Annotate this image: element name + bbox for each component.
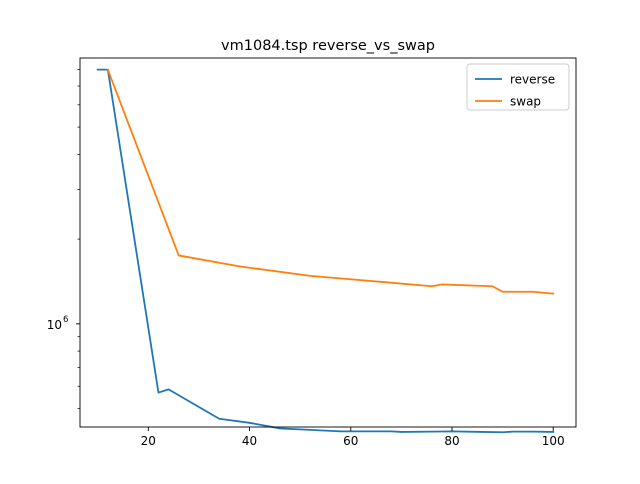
x-tick-label: 20 — [141, 434, 156, 448]
x-tick-label: 40 — [242, 434, 257, 448]
legend-box — [466, 63, 570, 111]
x-tick-label: 80 — [444, 434, 459, 448]
chart-title: vm1084.tsp reverse_vs_swap — [221, 38, 435, 54]
axes: 20 40 60 80 100 10 6 — [47, 57, 577, 448]
legend-label-reverse: reverse — [510, 73, 555, 87]
x-tick-label: 60 — [343, 434, 358, 448]
y-tick-label-exponent: 6 — [63, 315, 68, 325]
y-tick-label: 10 — [47, 318, 62, 332]
series-line-swap — [106, 68, 555, 295]
x-tick-label: 100 — [542, 434, 565, 448]
legend: reverse swap — [466, 63, 570, 111]
legend-label-swap: swap — [510, 95, 541, 109]
series-line-reverse — [96, 68, 555, 434]
axes-frame — [79, 57, 577, 428]
plot-area — [96, 68, 555, 434]
